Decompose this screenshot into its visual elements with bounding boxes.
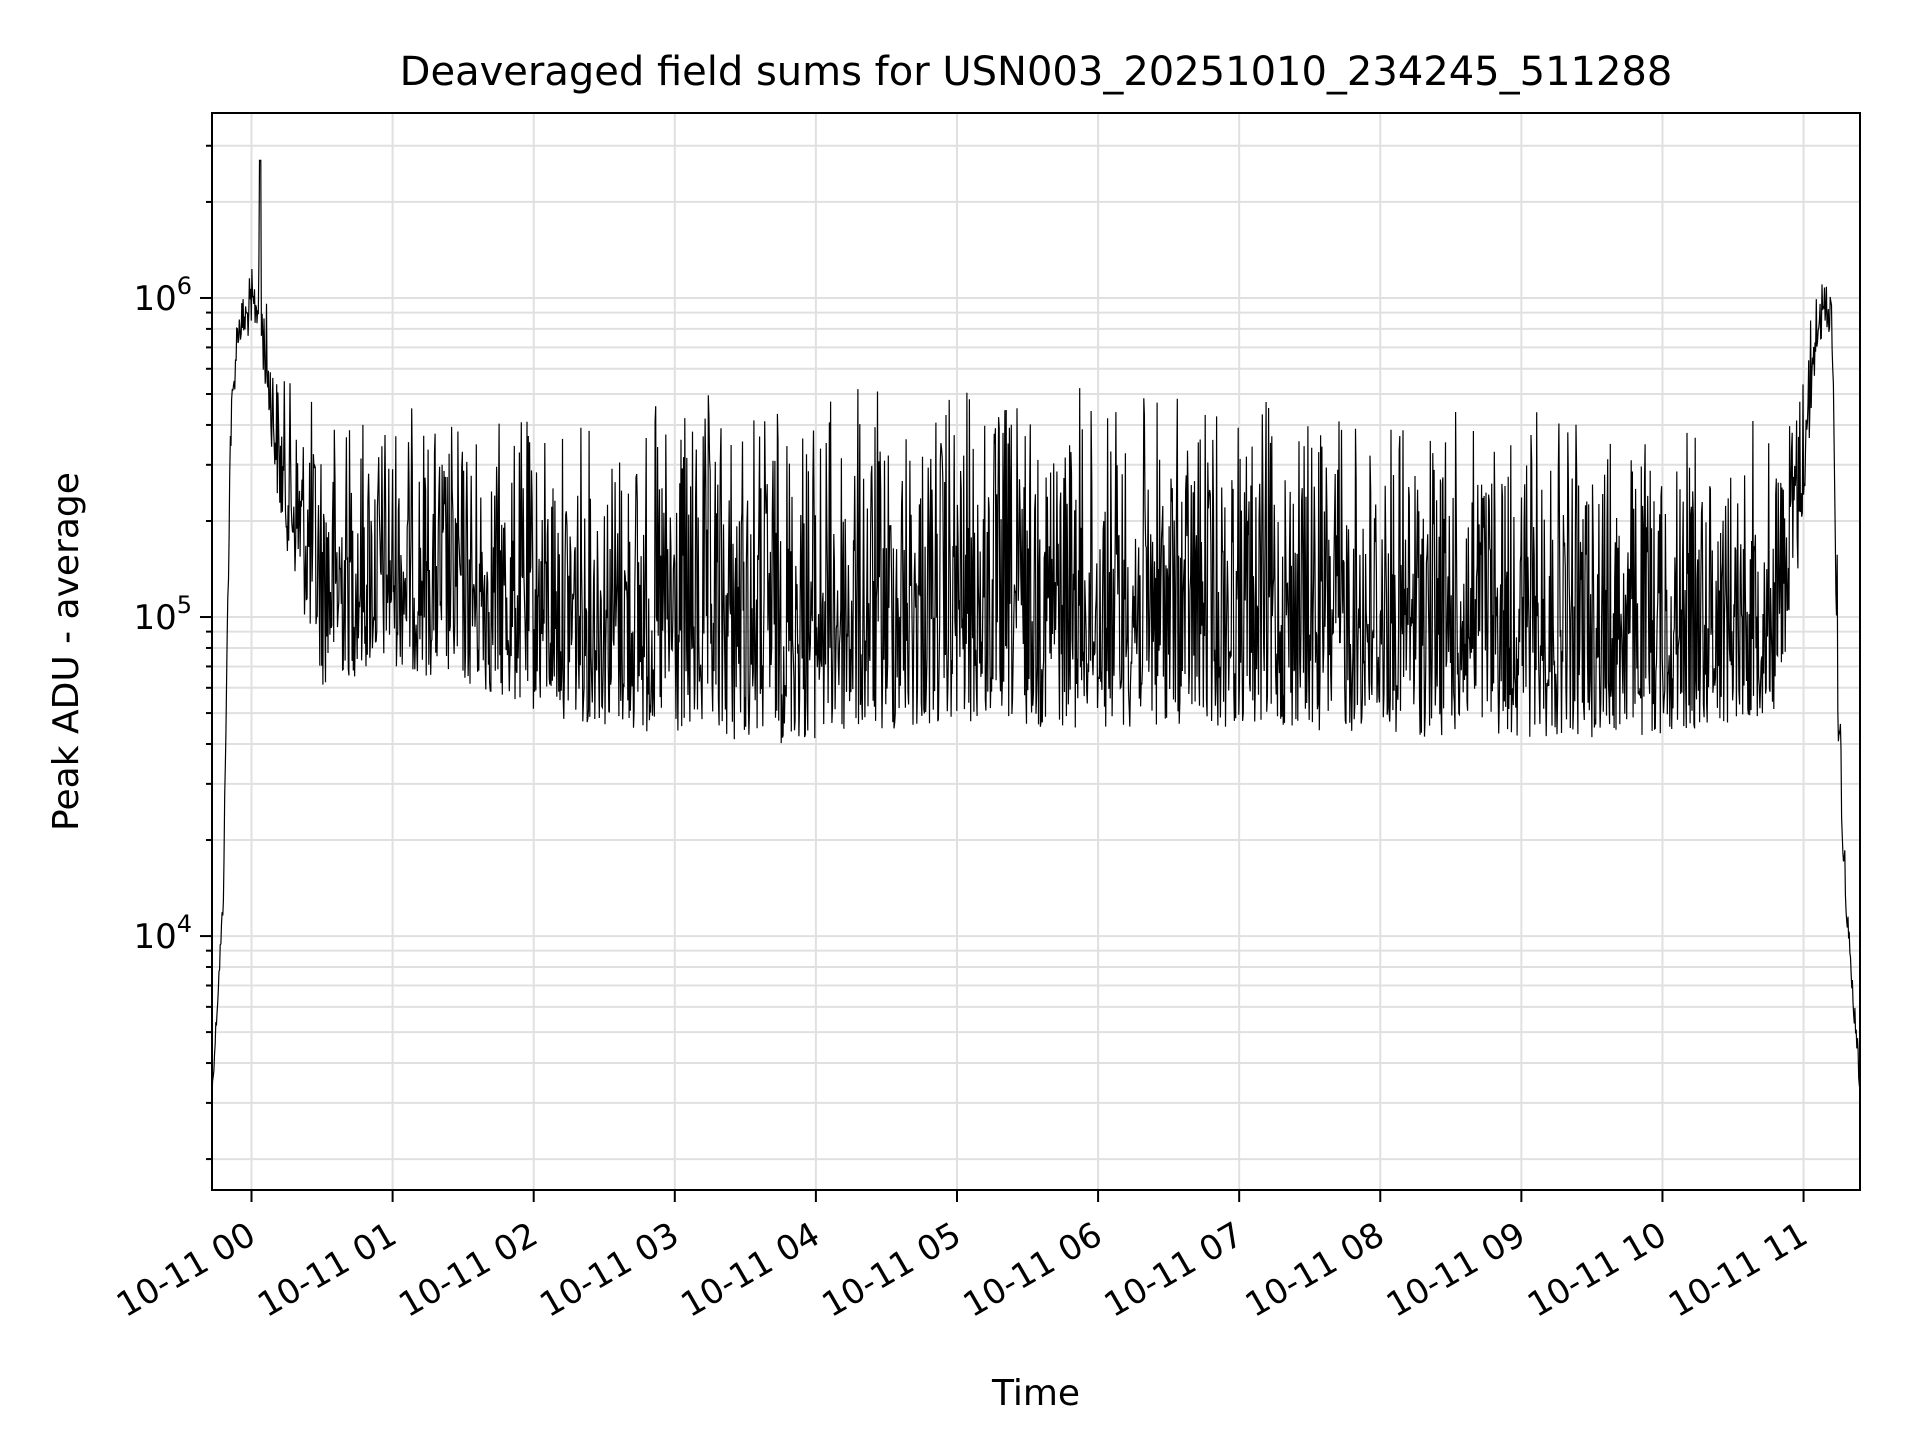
x-axis-label: Time [991,1373,1080,1414]
plot-frame [211,112,1861,1191]
y-tick-label: 106 [133,272,192,319]
chart-title: Deaveraged field sums for USN003_2025101… [400,49,1673,95]
y-tick-label: 105 [133,591,192,638]
series-layer [211,159,1861,1099]
y-tick-label: 104 [133,910,192,957]
y-axis-label: Peak ADU - average [46,472,87,831]
series-line [211,159,1861,1099]
